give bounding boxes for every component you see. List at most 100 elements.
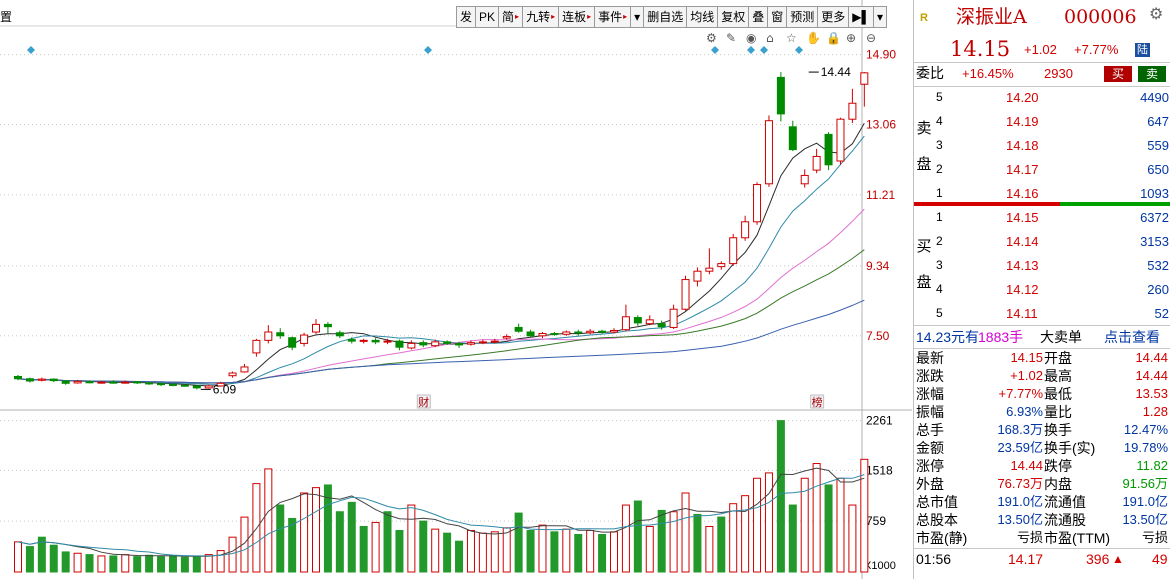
toolbar-button-11[interactable]: 窗: [767, 6, 787, 28]
volume-bar: [97, 555, 106, 573]
info-diamond-icon: [760, 46, 768, 54]
candle-body: [228, 372, 237, 377]
volume-ma5-line: [17, 467, 865, 557]
weicha-value: 2930: [1044, 66, 1073, 81]
volume-bar: [538, 524, 547, 573]
volume-bar: [145, 554, 154, 573]
stat-value: 19.78%: [1123, 440, 1168, 455]
toolbar-button-0[interactable]: 发: [456, 6, 476, 28]
asks-level-row[interactable]: 3 14.18 559: [914, 135, 1170, 157]
zoom-in-icon[interactable]: ⊕: [846, 31, 856, 45]
hand-icon[interactable]: ✋: [806, 31, 821, 45]
bids-level-volume: 532: [1147, 258, 1169, 273]
bids-level-number: 5: [936, 306, 943, 320]
settings-icon[interactable]: ⚙: [706, 31, 717, 45]
asks-level-volume: 647: [1147, 114, 1169, 129]
stat-label: 涨幅: [916, 386, 944, 402]
toolbar-button-14[interactable]: ▶▌: [848, 6, 874, 28]
asks-level-price: 14.19: [1006, 114, 1039, 129]
bids-level-row[interactable]: 4 14.12 260: [914, 279, 1170, 301]
pen-icon[interactable]: ✎: [726, 31, 736, 45]
toolbar-button-9[interactable]: 复权: [717, 6, 749, 28]
toolbar-button-1[interactable]: PK: [475, 6, 499, 28]
toolbar-button-12[interactable]: 预测: [786, 6, 818, 28]
stat-value: +7.77%: [998, 386, 1043, 401]
gear-icon[interactable]: ⚙: [1149, 6, 1164, 23]
candle-body: [514, 326, 523, 332]
volume-bar: [180, 556, 189, 573]
toolbar-button-3[interactable]: 九转: [522, 6, 559, 28]
volume-bar: [633, 500, 642, 573]
asks-level-row[interactable]: 2 14.17 650: [914, 159, 1170, 181]
toolbar-button-10[interactable]: 叠: [748, 6, 768, 28]
zoom-out-icon[interactable]: ⊖: [866, 31, 876, 45]
kline-chart-area[interactable]: 14.90 13.06 11.21 9.34 7.50 2261 1518 759 X1000 1…: [0, 0, 912, 579]
volume-bar: [288, 517, 297, 573]
bid-ask-ratio-red: [914, 202, 1060, 206]
bids-level-price: 14.15: [1006, 210, 1039, 225]
asks-level-row[interactable]: 5 14.20 4490: [914, 87, 1170, 109]
bids-level-row[interactable]: 5 14.11 52: [914, 303, 1170, 325]
sell-button[interactable]: 卖: [1138, 66, 1166, 82]
candle-body: [776, 76, 785, 115]
toolbar-button-6[interactable]: ▾: [630, 6, 644, 28]
stock-code: 000006: [1064, 6, 1137, 28]
eye-icon[interactable]: ◉: [746, 31, 756, 45]
candle-body: [61, 380, 70, 384]
lock-icon[interactable]: 🔒: [826, 31, 841, 45]
bids-level-number: 1: [936, 210, 943, 224]
candle-body: [645, 319, 654, 325]
candle-body: [812, 155, 821, 171]
volume-bar: [73, 552, 82, 573]
volume-bar: [168, 555, 177, 573]
candle-body: [717, 263, 726, 268]
candle-body: [312, 323, 320, 333]
stat-value: 191.0亿: [997, 494, 1043, 509]
candle-body: [705, 267, 714, 272]
asks-level-price: 14.20: [1006, 90, 1039, 105]
volume-bar: [741, 495, 750, 573]
candle-body: [562, 331, 571, 335]
toolbar-button-15[interactable]: ▾: [873, 6, 888, 28]
buy-button[interactable]: 买: [1104, 66, 1132, 82]
min-price-label: 6.09: [213, 382, 237, 396]
volume-tick-label: 1518: [866, 463, 893, 477]
volume-bar: [514, 512, 523, 573]
bank-icon[interactable]: ⌂: [766, 31, 774, 45]
stat-row: 最新 14.15 开盘 14.44: [914, 349, 1170, 367]
toolbar-button-2[interactable]: 简: [498, 6, 523, 28]
toolbar-button-13[interactable]: 更多: [817, 6, 849, 28]
volume-bar: [729, 503, 738, 573]
price-tick-label: 13.06: [866, 118, 896, 132]
kline-chart[interactable]: 14.90 13.06 11.21 9.34 7.50 2261 1518 759 X1000 1…: [0, 0, 912, 579]
volume-bar: [466, 529, 475, 573]
asks-level-row[interactable]: 1 14.16 1093: [914, 183, 1170, 205]
stat-row: 外盘 76.73万 内盘 91.56万: [914, 475, 1170, 493]
info-diamond-icon: [795, 46, 803, 54]
bids-level-row[interactable]: 1 14.15 6372: [914, 207, 1170, 229]
buy-side-label-1: 买: [916, 238, 932, 255]
toolbar-button-7[interactable]: 删自选: [643, 6, 687, 28]
candle-body: [598, 330, 607, 333]
volume-bar: [621, 504, 630, 573]
candle-body: [300, 334, 309, 344]
volume-bar: [395, 529, 404, 573]
bids-level-row[interactable]: 3 14.13 532: [914, 255, 1170, 277]
candle-body: [621, 316, 630, 331]
stat-row: 涨幅 +7.77% 最低 13.53: [914, 385, 1170, 403]
volume-bar: [14, 541, 22, 573]
candle-body: [741, 221, 750, 239]
market-tag: 陆: [1135, 43, 1150, 57]
volume-bar: [157, 556, 166, 573]
big-order-link[interactable]: 点击查看: [1104, 329, 1160, 345]
candle-body: [538, 333, 547, 337]
candle-body: [216, 382, 225, 387]
event-marker-label: 榜: [812, 395, 823, 409]
toolbar-button-5[interactable]: 事件: [594, 6, 631, 28]
asks-level-row[interactable]: 4 14.19 647: [914, 111, 1170, 133]
toolbar-button-4[interactable]: 连板: [558, 6, 595, 28]
star-icon[interactable]: ☆: [786, 31, 797, 45]
bids-level-row[interactable]: 2 14.14 3153: [914, 231, 1170, 253]
toolbar-button-8[interactable]: 均线: [686, 6, 718, 28]
candle-body: [633, 317, 642, 324]
